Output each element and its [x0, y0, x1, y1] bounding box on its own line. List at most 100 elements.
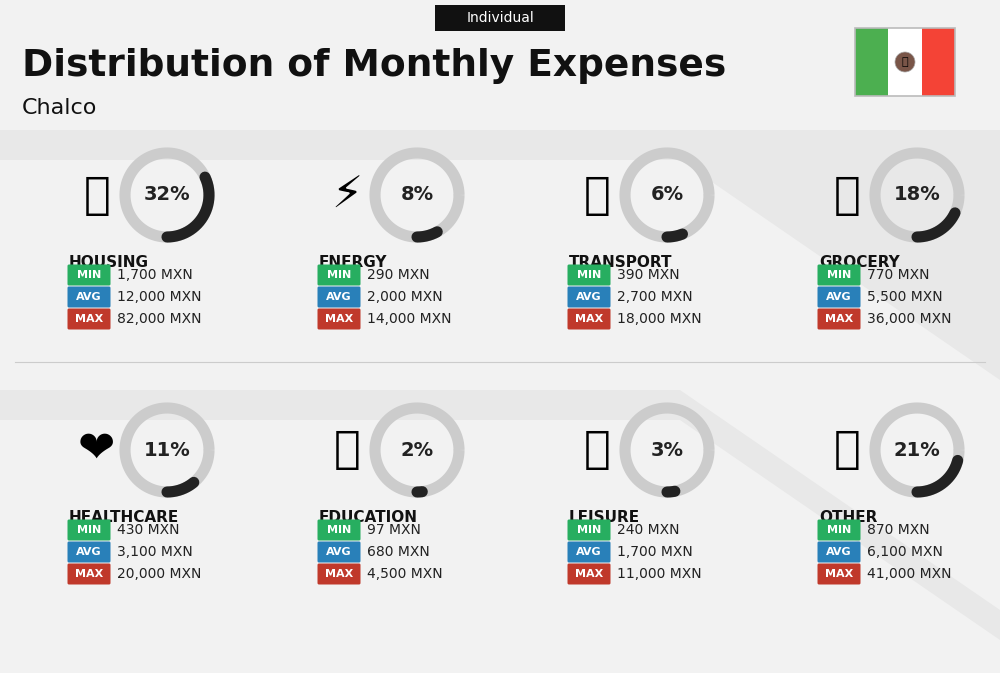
Text: Distribution of Monthly Expenses: Distribution of Monthly Expenses: [22, 48, 726, 84]
Bar: [922, 28, 955, 96]
Bar: [855, 28, 955, 96]
FancyBboxPatch shape: [818, 264, 860, 285]
FancyBboxPatch shape: [435, 5, 565, 31]
FancyBboxPatch shape: [568, 264, 610, 285]
FancyBboxPatch shape: [568, 520, 610, 540]
Text: 97 MXN: 97 MXN: [367, 523, 421, 537]
Text: MAX: MAX: [75, 569, 103, 579]
Text: 2%: 2%: [400, 441, 434, 460]
FancyBboxPatch shape: [318, 563, 360, 584]
FancyBboxPatch shape: [818, 520, 860, 540]
Text: Individual: Individual: [466, 11, 534, 25]
Text: 2,700 MXN: 2,700 MXN: [617, 290, 693, 304]
Text: LEISURE: LEISURE: [569, 510, 640, 525]
Text: 4,500 MXN: 4,500 MXN: [367, 567, 443, 581]
Text: 32%: 32%: [144, 186, 190, 205]
Text: ⚡: ⚡: [331, 174, 363, 217]
Text: 3,100 MXN: 3,100 MXN: [117, 545, 193, 559]
Bar: [855, 28, 888, 96]
Text: MIN: MIN: [77, 525, 101, 535]
FancyBboxPatch shape: [818, 308, 860, 330]
Text: 🦅: 🦅: [902, 57, 908, 67]
Text: MAX: MAX: [575, 314, 603, 324]
FancyBboxPatch shape: [68, 542, 110, 563]
Text: 11,000 MXN: 11,000 MXN: [617, 567, 702, 581]
FancyBboxPatch shape: [68, 520, 110, 540]
Text: 680 MXN: 680 MXN: [367, 545, 430, 559]
Text: 2,000 MXN: 2,000 MXN: [367, 290, 443, 304]
FancyBboxPatch shape: [318, 308, 360, 330]
FancyBboxPatch shape: [568, 308, 610, 330]
Text: 82,000 MXN: 82,000 MXN: [117, 312, 202, 326]
Text: AVG: AVG: [826, 292, 852, 302]
Text: 6%: 6%: [650, 186, 684, 205]
Text: 🚌: 🚌: [584, 174, 610, 217]
Circle shape: [895, 52, 915, 72]
Text: 🛒: 🛒: [834, 174, 860, 217]
Text: 14,000 MXN: 14,000 MXN: [367, 312, 452, 326]
Text: EDUCATION: EDUCATION: [319, 510, 418, 525]
Text: ❤️: ❤️: [78, 429, 116, 472]
Text: MIN: MIN: [827, 270, 851, 280]
FancyBboxPatch shape: [68, 563, 110, 584]
Text: AVG: AVG: [76, 547, 102, 557]
Text: 390 MXN: 390 MXN: [617, 268, 680, 282]
Text: 6,100 MXN: 6,100 MXN: [867, 545, 943, 559]
FancyBboxPatch shape: [818, 542, 860, 563]
Text: 🏢: 🏢: [84, 174, 110, 217]
Text: MIN: MIN: [77, 270, 101, 280]
Text: 8%: 8%: [400, 186, 434, 205]
Text: 3%: 3%: [650, 441, 684, 460]
Text: AVG: AVG: [826, 547, 852, 557]
Bar: [888, 28, 922, 96]
Text: MIN: MIN: [327, 270, 351, 280]
Text: 1,700 MXN: 1,700 MXN: [617, 545, 693, 559]
Text: MAX: MAX: [825, 314, 853, 324]
Text: AVG: AVG: [326, 547, 352, 557]
Text: AVG: AVG: [576, 292, 602, 302]
Text: 870 MXN: 870 MXN: [867, 523, 930, 537]
FancyBboxPatch shape: [68, 308, 110, 330]
Polygon shape: [0, 390, 1000, 640]
FancyBboxPatch shape: [568, 542, 610, 563]
Text: MAX: MAX: [325, 314, 353, 324]
FancyBboxPatch shape: [68, 264, 110, 285]
Text: GROCERY: GROCERY: [819, 255, 900, 270]
FancyBboxPatch shape: [818, 287, 860, 308]
Text: 1,700 MXN: 1,700 MXN: [117, 268, 193, 282]
Text: 🎓: 🎓: [334, 429, 360, 472]
FancyBboxPatch shape: [318, 264, 360, 285]
Text: TRANSPORT: TRANSPORT: [569, 255, 672, 270]
Text: HEALTHCARE: HEALTHCARE: [69, 510, 179, 525]
Text: ENERGY: ENERGY: [319, 255, 388, 270]
Text: MAX: MAX: [825, 569, 853, 579]
Text: 20,000 MXN: 20,000 MXN: [117, 567, 201, 581]
Text: OTHER: OTHER: [819, 510, 877, 525]
Text: 240 MXN: 240 MXN: [617, 523, 680, 537]
FancyBboxPatch shape: [568, 287, 610, 308]
Text: 18,000 MXN: 18,000 MXN: [617, 312, 702, 326]
Text: MIN: MIN: [577, 525, 601, 535]
FancyBboxPatch shape: [818, 563, 860, 584]
FancyBboxPatch shape: [68, 287, 110, 308]
Text: 11%: 11%: [144, 441, 190, 460]
Text: MAX: MAX: [575, 569, 603, 579]
Text: 21%: 21%: [894, 441, 940, 460]
Text: 👜: 👜: [834, 429, 860, 472]
Text: 290 MXN: 290 MXN: [367, 268, 430, 282]
Text: AVG: AVG: [76, 292, 102, 302]
Text: MIN: MIN: [327, 525, 351, 535]
Text: MAX: MAX: [325, 569, 353, 579]
Text: HOUSING: HOUSING: [69, 255, 149, 270]
FancyBboxPatch shape: [318, 542, 360, 563]
Text: 🛍️: 🛍️: [584, 429, 610, 472]
Text: 5,500 MXN: 5,500 MXN: [867, 290, 943, 304]
FancyBboxPatch shape: [568, 563, 610, 584]
Text: AVG: AVG: [326, 292, 352, 302]
Text: MAX: MAX: [75, 314, 103, 324]
Text: Chalco: Chalco: [22, 98, 97, 118]
Text: 36,000 MXN: 36,000 MXN: [867, 312, 952, 326]
Text: MIN: MIN: [827, 525, 851, 535]
Polygon shape: [0, 130, 1000, 380]
Text: 430 MXN: 430 MXN: [117, 523, 180, 537]
